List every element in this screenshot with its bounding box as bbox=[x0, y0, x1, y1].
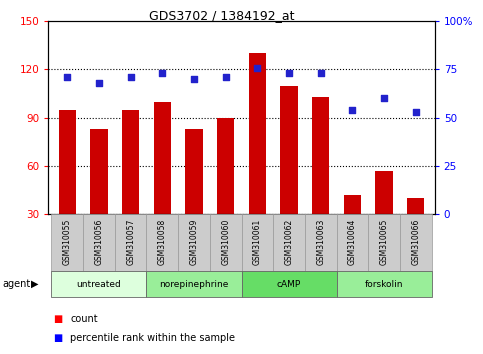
Bar bbox=[305, 214, 337, 271]
Bar bbox=[178, 214, 210, 271]
Point bbox=[127, 74, 134, 80]
Bar bbox=[115, 214, 146, 271]
Bar bbox=[273, 214, 305, 271]
Text: untreated: untreated bbox=[77, 280, 121, 289]
Text: GSM310058: GSM310058 bbox=[158, 219, 167, 265]
Text: GSM310057: GSM310057 bbox=[126, 219, 135, 265]
Bar bbox=[52, 214, 83, 271]
Text: GSM310055: GSM310055 bbox=[63, 219, 72, 265]
Bar bbox=[337, 271, 431, 297]
Bar bbox=[400, 214, 431, 271]
Point bbox=[380, 96, 388, 101]
Bar bbox=[146, 271, 242, 297]
Bar bbox=[83, 214, 115, 271]
Point bbox=[222, 74, 229, 80]
Point bbox=[285, 70, 293, 76]
Bar bbox=[52, 271, 146, 297]
Bar bbox=[312, 97, 329, 262]
Text: GSM310060: GSM310060 bbox=[221, 219, 230, 265]
Bar bbox=[154, 102, 171, 262]
Bar bbox=[90, 129, 108, 262]
Text: GSM310061: GSM310061 bbox=[253, 219, 262, 265]
Text: forskolin: forskolin bbox=[365, 280, 403, 289]
Bar bbox=[146, 214, 178, 271]
Point bbox=[190, 76, 198, 82]
Bar bbox=[375, 171, 393, 262]
Text: GSM310062: GSM310062 bbox=[284, 219, 294, 265]
Point bbox=[254, 65, 261, 70]
Text: percentile rank within the sample: percentile rank within the sample bbox=[70, 333, 235, 343]
Text: ■: ■ bbox=[53, 333, 62, 343]
Point bbox=[317, 70, 325, 76]
Text: GSM310063: GSM310063 bbox=[316, 219, 325, 265]
Bar bbox=[217, 118, 234, 262]
Bar bbox=[343, 195, 361, 262]
Text: GSM310056: GSM310056 bbox=[95, 219, 103, 265]
Text: ▶: ▶ bbox=[31, 279, 39, 289]
Text: ■: ■ bbox=[53, 314, 62, 324]
Bar bbox=[242, 214, 273, 271]
Bar bbox=[242, 271, 337, 297]
Text: norepinephrine: norepinephrine bbox=[159, 280, 228, 289]
Text: GDS3702 / 1384192_at: GDS3702 / 1384192_at bbox=[149, 9, 295, 22]
Bar bbox=[210, 214, 242, 271]
Bar bbox=[407, 198, 425, 262]
Point bbox=[63, 74, 71, 80]
Bar bbox=[280, 86, 298, 262]
Text: GSM310066: GSM310066 bbox=[411, 219, 420, 265]
Text: GSM310059: GSM310059 bbox=[189, 219, 199, 265]
Text: agent: agent bbox=[2, 279, 30, 289]
Point bbox=[158, 70, 166, 76]
Point bbox=[95, 80, 103, 86]
Bar bbox=[337, 214, 368, 271]
Text: count: count bbox=[70, 314, 98, 324]
Text: cAMP: cAMP bbox=[277, 280, 301, 289]
Bar bbox=[249, 53, 266, 262]
Bar bbox=[185, 129, 203, 262]
Bar bbox=[368, 214, 400, 271]
Point bbox=[412, 109, 420, 115]
Point bbox=[349, 107, 356, 113]
Text: GSM310064: GSM310064 bbox=[348, 219, 357, 265]
Bar bbox=[122, 110, 140, 262]
Text: GSM310065: GSM310065 bbox=[380, 219, 388, 265]
Bar bbox=[58, 110, 76, 262]
